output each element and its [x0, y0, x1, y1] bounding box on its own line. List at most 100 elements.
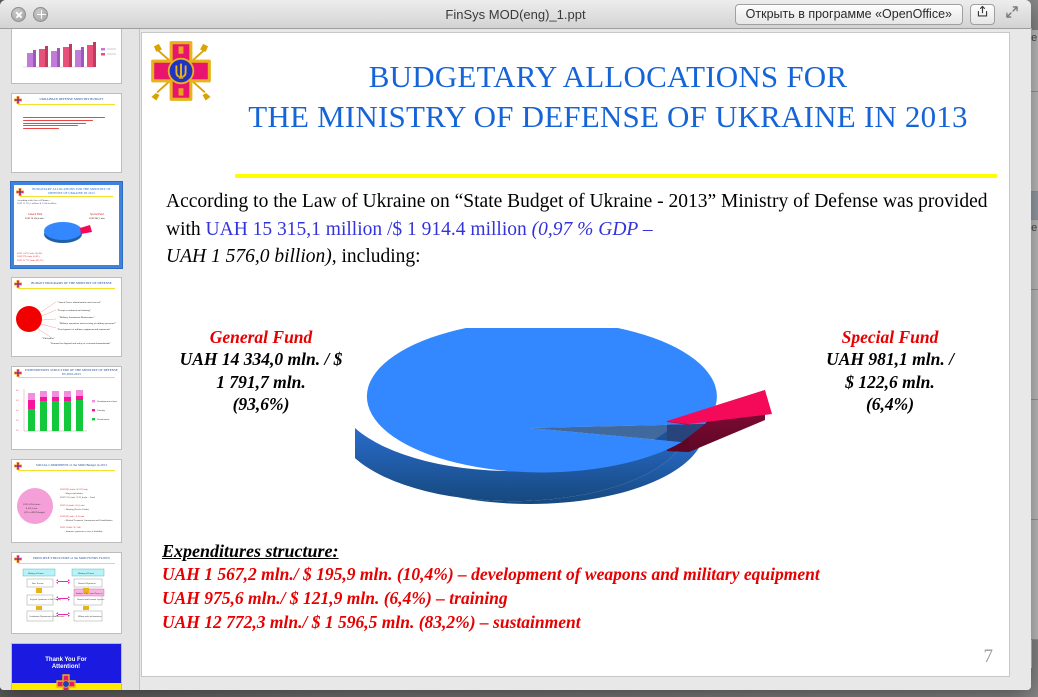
- slide-canvas: BUDGETARY ALLOCATIONS FOR THE MINISTRY O…: [141, 32, 1010, 677]
- fullscreen-button[interactable]: [1002, 4, 1022, 25]
- share-button[interactable]: [970, 3, 995, 25]
- svg-text:(32% of MOD budget): (32% of MOD budget): [24, 511, 45, 514]
- general-fund-line1: UAH 14 334,0 mln. / $: [179, 349, 343, 370]
- svg-text:State Treasury: State Treasury: [32, 583, 44, 585]
- svg-text:UAH 571,6 mln. / $ 71,4 mln. –: UAH 571,6 mln. / $ 71,4 mln. – Food: [60, 496, 96, 499]
- svg-text:Training: Training: [97, 409, 106, 412]
- svg-text:General Fund: General Fund: [28, 213, 43, 216]
- thumbnail-thank-you: Thank You For Attention!: [12, 644, 121, 690]
- svg-text:"Utilization": "Utilization": [42, 337, 55, 340]
- list-item[interactable]: SOCIAL COMPONENT of the MOD Budget in 20…: [11, 459, 122, 543]
- list-item[interactable]: BUDGET PROGRAMS OF THE MINISTRY OF DEFEN…: [11, 277, 122, 357]
- thumbnail-bar-chart-3d: [23, 42, 116, 68]
- svg-text:Thank You For: Thank You For: [45, 657, 87, 663]
- title-rule: [18, 288, 115, 289]
- intro-paragraph: According to the Law of Ukraine on “Stat…: [166, 188, 996, 271]
- svg-text:20: 20: [16, 430, 19, 432]
- ukraine-mod-emblem-icon: [151, 41, 211, 101]
- svg-text:"Demand for disposal and safet: "Demand for disposal and safety of econo…: [50, 342, 111, 345]
- window-controls: [0, 6, 48, 22]
- svg-text:40: 40: [16, 410, 19, 412]
- svg-text:"Development of military equip: "Development of military equipment and a…: [57, 328, 111, 331]
- svg-text:UAH 88,3 mln. / $ 11 mln.: UAH 88,3 mln. / $ 11 mln.: [60, 515, 85, 518]
- thumbnail-pie-slide: According to the Law of Ukraine… UAH 15 …: [17, 198, 106, 262]
- svg-text:Coordination Departments of St: Coordination Departments of State Treasu…: [29, 615, 64, 618]
- svg-text:– Wages and salaries: – Wages and salaries: [63, 492, 83, 495]
- svg-text:Ministry of Finance: Ministry of Finance: [28, 572, 44, 575]
- close-icon[interactable]: [11, 6, 26, 22]
- list-item[interactable]: PRINCIPLE STRUCTURE of the MOD FUNDS FLO…: [11, 552, 122, 634]
- intro-text-part3: UAH 1 576,0 billion): [166, 246, 332, 268]
- thumbnail-stacked-bar-chart: 60 50 40 30 20 Development of weapons: [16, 388, 121, 432]
- sidebar-item-slide-7[interactable]: BUDGETARY ALLOCATIONS FOR THE MINISTRY O…: [11, 182, 122, 268]
- svg-text:"Armed Forces administration a: "Armed Forces administration and renewal…: [57, 301, 101, 304]
- expenditures-heading: Expenditures structure:: [162, 541, 339, 561]
- thumbnail-title: BUDGET PROGRAMS OF THE MINISTRY OF DEFEN…: [31, 282, 112, 286]
- special-fund-label: Special Fund UAH 981,1 mln. / $ 122,6 ml…: [790, 326, 990, 416]
- intro-text-part2: (0,97 % GDP –: [526, 218, 653, 240]
- svg-text:UAH 52,4 mln./ $ 6,5 mln.: UAH 52,4 mln./ $ 6,5 mln.: [60, 504, 85, 507]
- expenditure-line-1: UAH 1 567,2 mln./ $ 195,9 mln. (10,4%) –…: [162, 564, 820, 584]
- svg-text:UAH 4 954,4 mln. /: UAH 4 954,4 mln. /: [23, 503, 42, 506]
- slide-number: 7: [983, 646, 994, 667]
- zoom-icon[interactable]: [33, 6, 48, 22]
- expenditure-line-3: UAH 12 772,3 mln./ $ 1 596,5 mln. (83,2%…: [162, 612, 581, 633]
- fullscreen-icon: [1005, 5, 1019, 24]
- svg-text:"Troops recruitment and traini: "Troops recruitment and training": [57, 309, 91, 312]
- emblem-icon: [14, 280, 22, 288]
- list-item[interactable]: Thank You For Attention!: [11, 643, 122, 690]
- svg-text:30: 30: [16, 420, 19, 422]
- share-icon: [976, 5, 989, 23]
- open-with-openoffice-button[interactable]: Открыть в программе «OpenOffice»: [734, 3, 963, 25]
- title-rule: [18, 470, 115, 471]
- svg-text:Military units and formations: Military units and formations: [78, 615, 102, 618]
- svg-text:Sustainment: Sustainment: [97, 418, 110, 421]
- thumbnail-title: PRINCIPLE STRUCTURE of the MOD FUNDS FLO…: [33, 557, 110, 561]
- special-fund-title: Special Fund: [841, 327, 939, 347]
- svg-text:Institutes of the Armed Forces: Institutes of the Armed Forces of: [76, 592, 103, 595]
- window-titlebar[interactable]: FinSys MOD(eng)_1.ppt Открыть в программ…: [0, 0, 1031, 29]
- thumbnail-title: UKRAINIAN DEFENSE MINISTRY BUDGET: [39, 98, 104, 102]
- titlebar-actions: Открыть в программе «OpenOffice»: [734, 3, 1031, 25]
- svg-text:UAH 991,4 mln./ $ 123,9 mln.: UAH 991,4 mln./ $ 123,9 mln.: [60, 488, 89, 491]
- title-rule: [18, 377, 115, 378]
- svg-text:– Medical Treatment, Sanatoriu: – Medical Treatment, Sanatorium and Reha…: [63, 520, 113, 522]
- special-fund-line1: UAH 981,1 mln. /: [826, 349, 954, 370]
- thumbnail-title: BUDGETARY ALLOCATIONS FOR THE MINISTRY O…: [32, 188, 111, 195]
- svg-text:"Military Sanatorium Maintenan: "Military Sanatorium Maintenance": [59, 316, 95, 319]
- svg-text:Regional Apartments of State T: Regional Apartments of State Treasury: [30, 598, 61, 601]
- svg-text:$ 619,3 mln.: $ 619,3 mln.: [26, 507, 38, 510]
- general-fund-line3: (93,6%): [232, 394, 290, 415]
- svg-text:50: 50: [16, 400, 19, 402]
- svg-text:Ministry of Defense: Ministry of Defense: [78, 572, 94, 575]
- svg-text:UAH 981,1 mln.: UAH 981,1 mln.: [89, 217, 105, 220]
- thumbnail-radial-diagram: "Armed Forces administration and renewal…: [16, 301, 116, 345]
- intro-text-part1: According to the Law of Ukraine on “Stat…: [166, 191, 988, 240]
- general-fund-line2: 1 791,7 mln.: [216, 371, 306, 392]
- svg-text:60: 60: [16, 390, 19, 392]
- emblem-icon: [14, 96, 22, 104]
- special-fund-line2: $ 122,6 mln.: [845, 371, 935, 392]
- title-rule: [18, 104, 115, 105]
- emblem-icon: [14, 555, 22, 563]
- intro-text-part4: , including:: [331, 246, 421, 268]
- thumbnail-bar-chart: [12, 106, 121, 133]
- svg-text:– Housing (Service Funds): – Housing (Service Funds): [63, 508, 89, 511]
- budget-pie-chart: [337, 328, 807, 538]
- title-underline-rule: [235, 174, 997, 178]
- title-rule: [18, 563, 115, 564]
- expenditures-structure: Expenditures structure: UAH 1 567,2 mln.…: [162, 541, 992, 634]
- emblem-icon: [16, 188, 24, 196]
- general-fund-title: General Fund: [209, 327, 313, 347]
- list-item[interactable]: [11, 29, 122, 84]
- list-item[interactable]: UKRAINIAN DEFENSE MINISTRY BUDGET: [11, 93, 122, 173]
- list-item[interactable]: EXPENDITURES STRUCTURE OF THE MINISTRY O…: [11, 366, 122, 450]
- expenditure-line-2: UAH 975,6 mln./ $ 121,9 mln. (6,4%) – tr…: [162, 588, 508, 609]
- emblem-icon: [14, 462, 22, 470]
- title-line-2: THE MINISTRY OF DEFENSE OF UKRAINE IN 20…: [248, 98, 968, 134]
- slide-thumbnail-sidebar[interactable]: UKRAINIAN DEFENSE MINISTRY BUDGET: [0, 29, 140, 690]
- svg-text:– Insurance payments in case o: – Insurance payments in case of disabili…: [63, 530, 103, 533]
- intro-highlight: UAH 15 315,1 million /$ 1 914.4 million: [205, 218, 527, 240]
- thumbnail-title: EXPENDITURES STRUCTURE OF THE MINISTRY O…: [25, 369, 118, 376]
